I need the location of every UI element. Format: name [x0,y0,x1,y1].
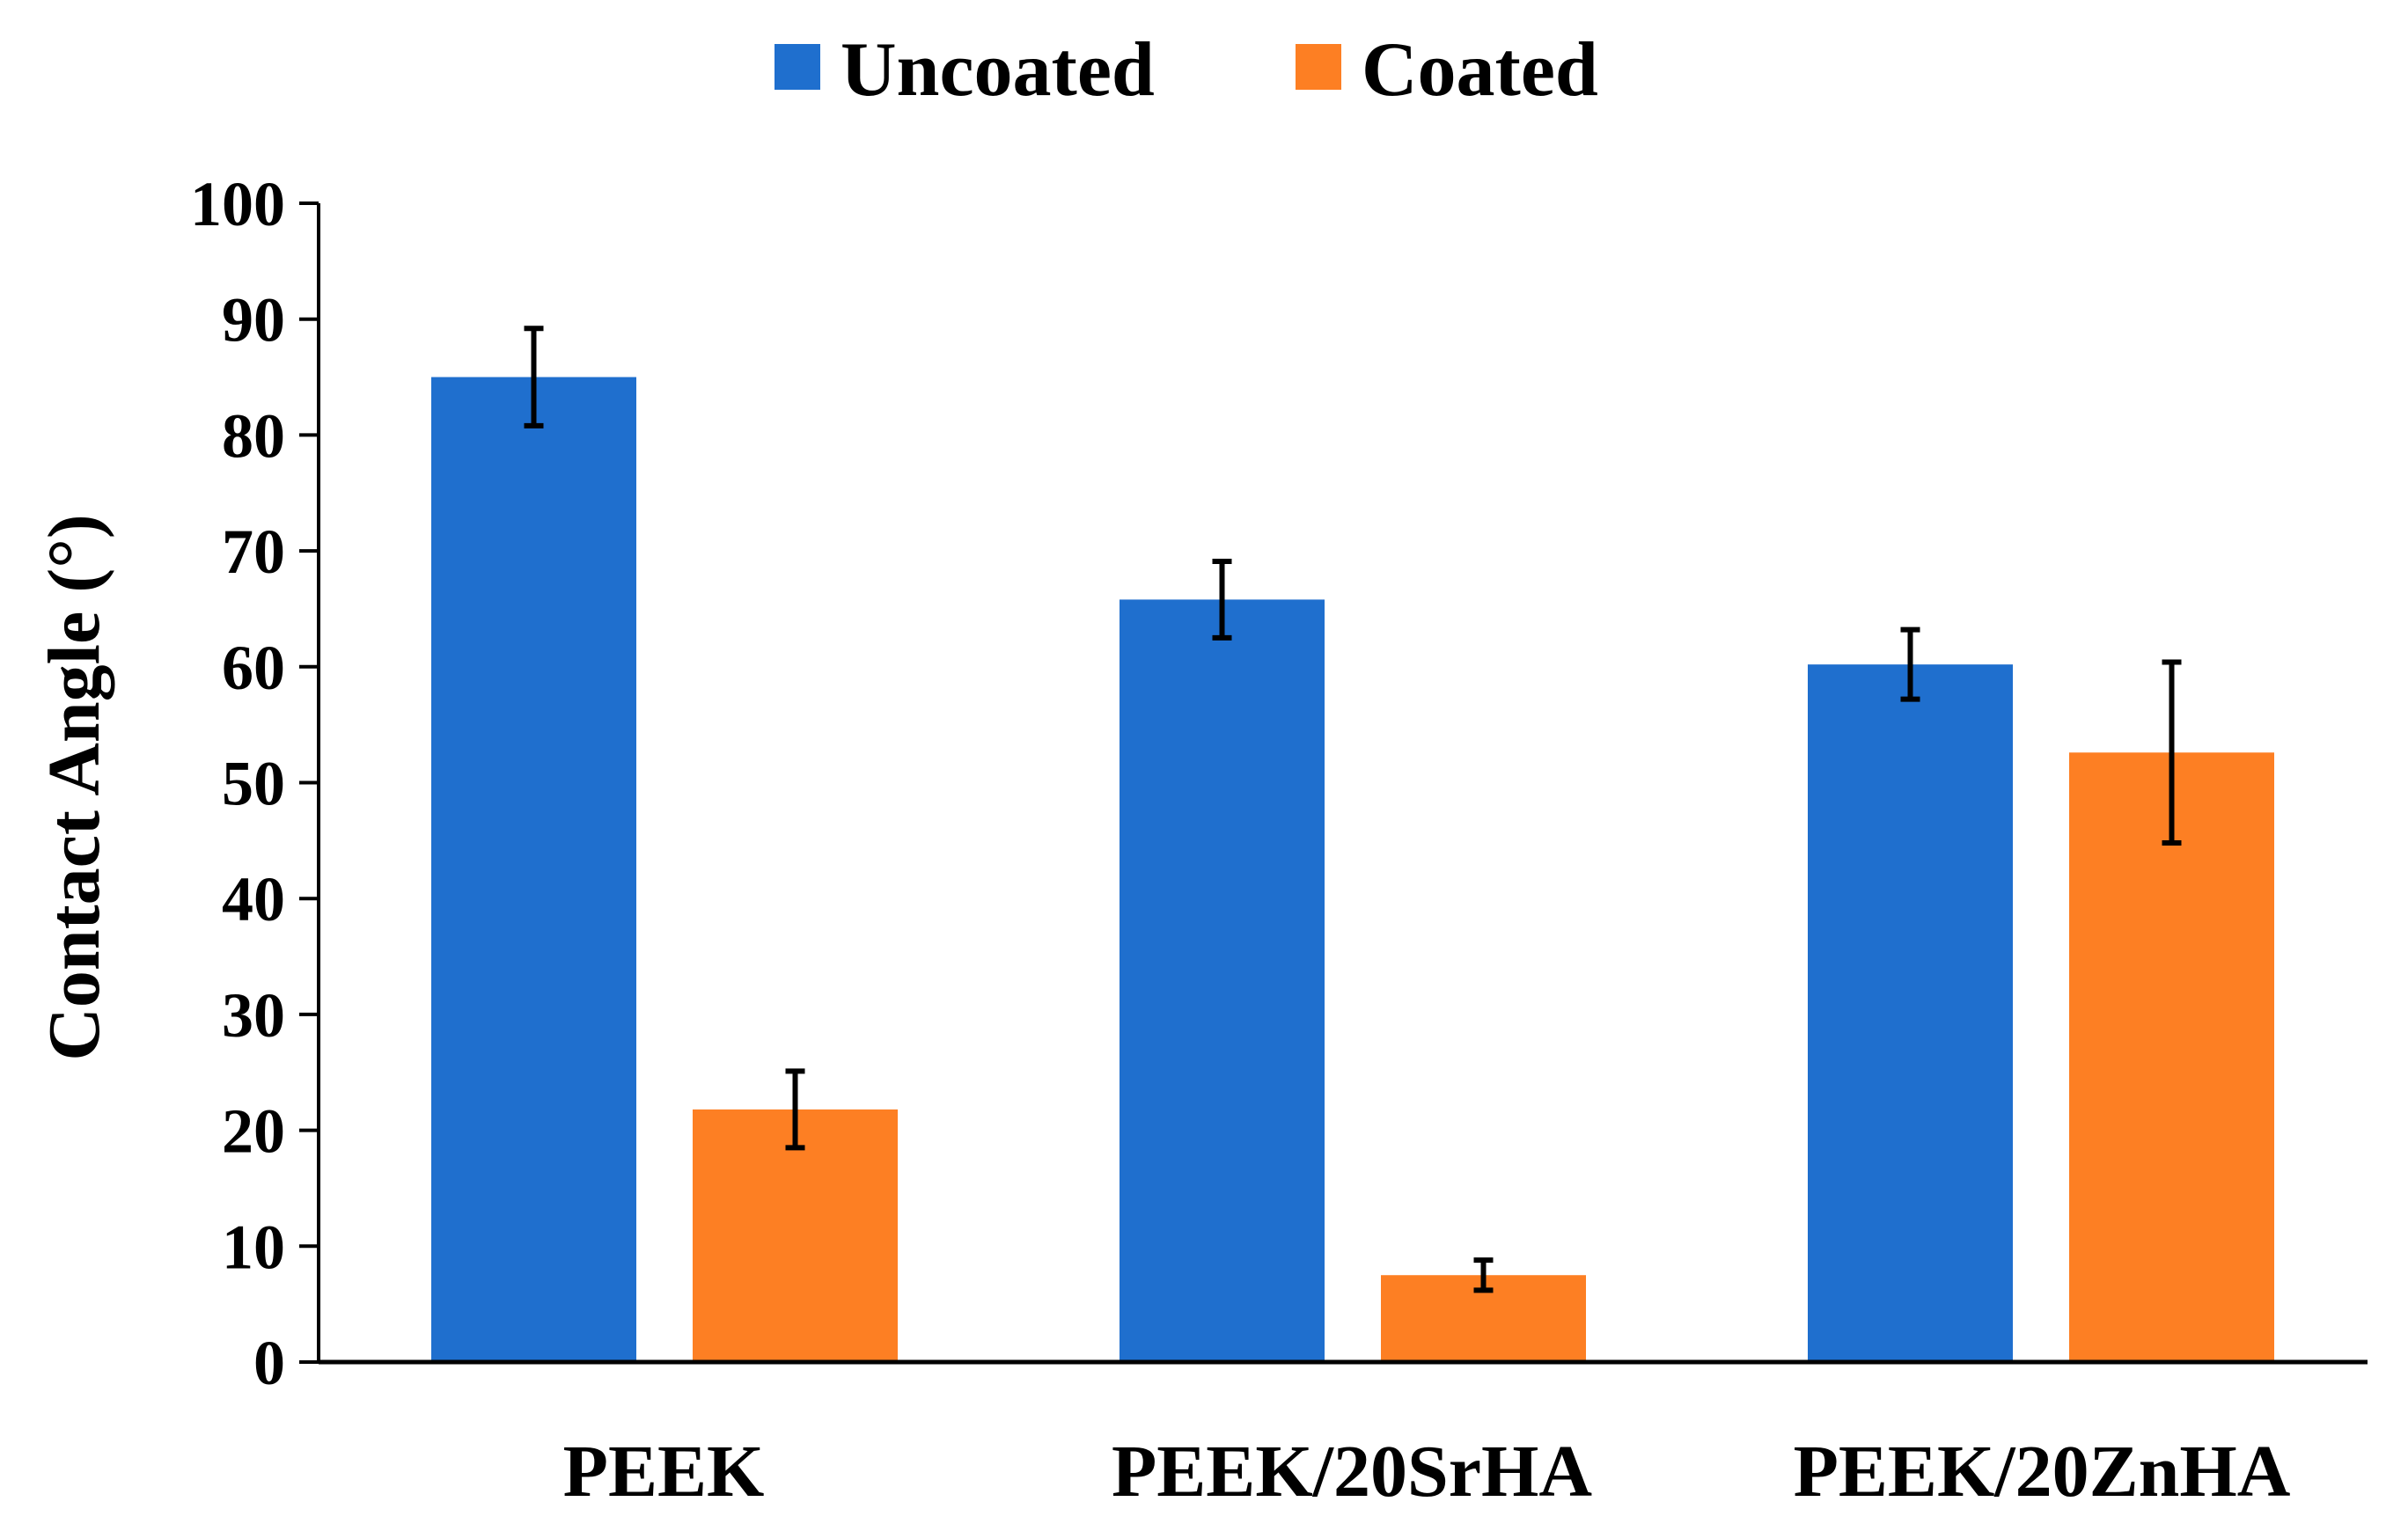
y-tick-label: 10 [222,1212,285,1282]
y-axis-ticks: 0 10 20 30 40 50 60 70 80 90 100 [190,169,319,1398]
bar-uncoated-peek-20znha [1808,664,2013,1362]
x-axis-labels: PEEK PEEK/20SrHA PEEK/20ZnHA [563,1431,2291,1513]
y-tick-label: 20 [222,1096,285,1167]
y-tick-label: 70 [222,516,285,587]
y-tick-label: 40 [222,864,285,934]
y-tick-label: 60 [222,633,285,703]
y-tick-label: 30 [222,980,285,1051]
bar-uncoated-peek-20srha [1120,599,1325,1362]
y-tick-label: 0 [253,1328,285,1398]
y-tick-label: 50 [222,749,285,819]
legend-swatch-coated [1296,44,1341,90]
x-tick-label-peek-20srha: PEEK/20SrHA [1112,1431,1592,1513]
bar-coated-peek [693,1109,898,1362]
bars [431,377,2274,1362]
y-axis-title: Contact Angle (°) [33,514,115,1061]
legend-label-uncoated: Uncoated [841,27,1155,113]
y-tick-label: 90 [222,285,285,355]
y-tick-label: 100 [190,169,285,239]
bar-coated-peek-20znha [2069,752,2274,1362]
legend-label-coated: Coated [1362,27,1598,113]
bar-uncoated-peek [431,377,636,1362]
legend: Uncoated Coated [775,27,1598,113]
legend-swatch-uncoated [775,44,820,90]
x-tick-label-peek: PEEK [563,1431,765,1513]
error-bars [524,326,2182,1293]
y-tick-label: 80 [222,400,285,471]
x-tick-label-peek-20znha: PEEK/20ZnHA [1794,1431,2291,1513]
